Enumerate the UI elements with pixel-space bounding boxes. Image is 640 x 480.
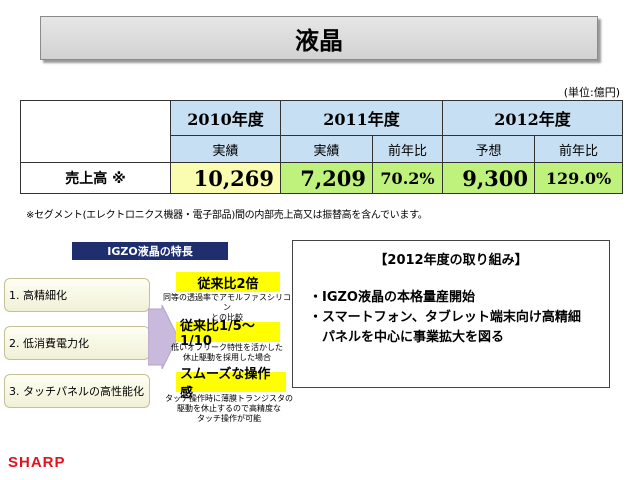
value-2012-forecast: 9,300: [442, 162, 536, 194]
table-year-row: 2010年度 2011年度 2012年度: [20, 100, 624, 163]
initiative-box: 【2012年度の取り組み】 ・IGZO液晶の本格量産開始 ・スマートフォン、タブ…: [292, 240, 610, 388]
feature-item-high-resolution: 1. 高精細化: [4, 278, 150, 312]
table-corner-cell: [20, 100, 171, 163]
sharp-logo: SHARP: [8, 454, 66, 471]
table-row: 売上高 ※ 10,269 7,209 70.2% 9,300 129.0%: [20, 162, 624, 194]
subheader-2010-actual: 実績: [170, 135, 281, 163]
initiative-line: パネルを中心に事業拡大を図る: [309, 330, 505, 345]
page-title-text: 液晶: [295, 26, 343, 55]
callout-touch-desc: タッチ操作時に薄膜トランジスタの 駆動を休止するので高精度な タッチ操作が可能: [164, 394, 294, 424]
callout-touch-desc-line: タッチ操作が可能: [197, 414, 261, 423]
callout-touch-title: スムーズな操作感: [180, 367, 271, 401]
subheader-2012-forecast: 予想: [442, 135, 536, 163]
callout-power-desc-line: 低いオフリーク特性を活かした: [171, 343, 283, 352]
callout-resolution-desc-line: との比較: [211, 313, 243, 322]
callout-power-title: 従来比1/5〜1/10: [180, 319, 255, 349]
callout-resolution-desc: 同等の透過率でアモルファスシリコン との比較: [162, 293, 292, 323]
page-title: 液晶: [40, 16, 598, 60]
callout-resolution-title: 従来比2倍: [197, 276, 259, 292]
value-2011-yoy: 70.2%: [371, 162, 444, 194]
footnote: ※セグメント(エレクトロニクス機器・電子部品)間の内部売上高又は振替高を含んでい…: [26, 210, 428, 221]
year-header-2012: 2012年度: [442, 100, 624, 136]
callout-power-desc: 低いオフリーク特性を活かした 休止駆動を採用した場合: [162, 343, 292, 363]
year-header-2011: 2011年度: [279, 100, 444, 136]
sales-table: 2010年度 2011年度 2012年度 実績 実績 前年比 予想 前年比 売上…: [20, 100, 624, 194]
right-arrow-icon: [148, 305, 178, 369]
value-2011-actual: 7,209: [280, 162, 373, 194]
initiative-header: 【2012年度の取り組み】: [374, 253, 528, 268]
row-label-sales: 売上高 ※: [20, 162, 171, 194]
callout-touch-desc-line: タッチ操作時に薄膜トランジスタの: [165, 394, 293, 403]
callout-resolution-desc-line: 同等の透過率でアモルファスシリコン: [163, 293, 291, 312]
subheader-2011-actual: 実績: [280, 135, 373, 163]
year-header-2010: 2010年度: [170, 100, 281, 136]
subheader-2012-yoy: 前年比: [534, 135, 624, 163]
value-2012-yoy: 129.0%: [534, 162, 624, 194]
feature-item-low-power: 2. 低消費電力化: [4, 326, 150, 360]
callout-touch-desc-line: 駆動を休止するので高精度な: [177, 404, 281, 413]
feature-item-touch-panel: 3. タッチパネルの高性能化: [4, 374, 150, 408]
igzo-features-header: IGZO液晶の特長: [72, 242, 228, 260]
callout-resolution: 従来比2倍: [176, 272, 280, 292]
callout-touch: スムーズな操作感: [176, 367, 286, 401]
callout-power: 従来比1/5〜1/10: [176, 319, 280, 349]
value-2010-actual: 10,269: [170, 162, 281, 194]
table-subheader-row: 実績 実績 前年比 予想 前年比: [21, 135, 624, 163]
initiative-line: ・IGZO液晶の本格量産開始: [309, 290, 475, 305]
unit-label: (単位:億円): [563, 86, 620, 99]
initiative-line: ・スマートフォン、タブレット端末向け高精細: [309, 310, 581, 325]
subheader-2011-yoy: 前年比: [371, 135, 444, 163]
callout-power-desc-line: 休止駆動を採用した場合: [183, 353, 271, 362]
